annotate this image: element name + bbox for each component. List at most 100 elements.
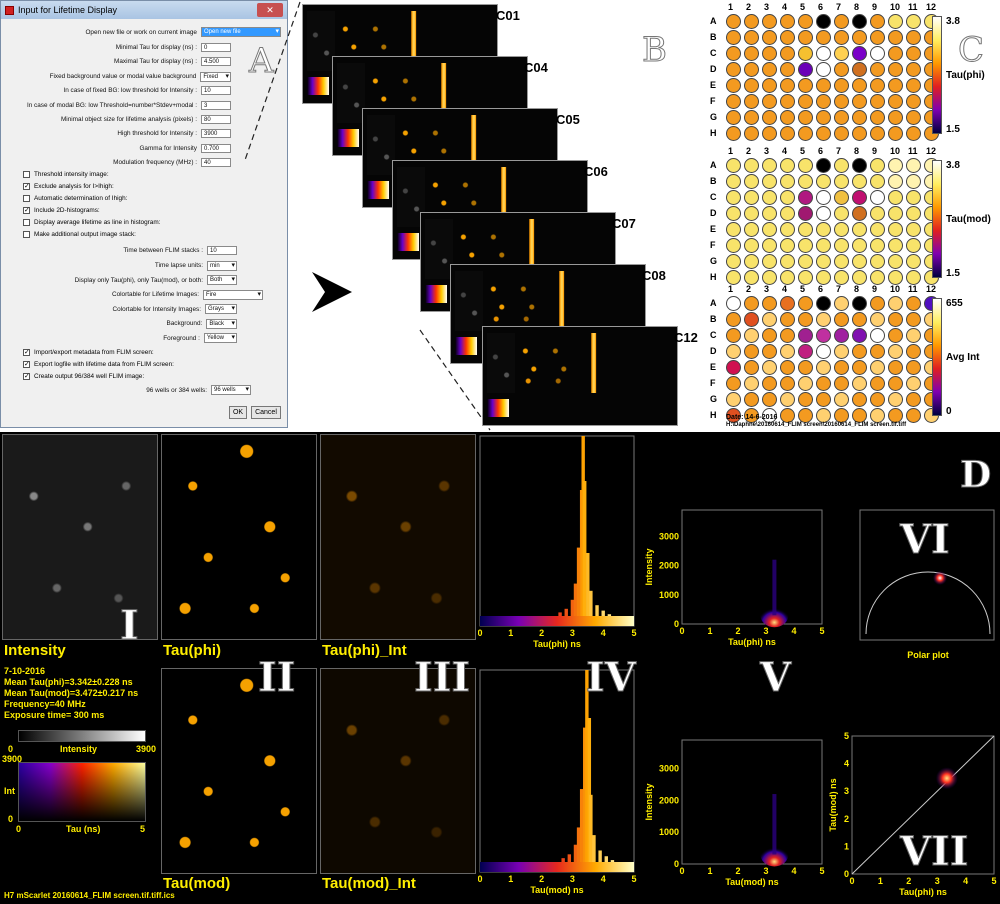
plate-well[interactable] [888,296,903,311]
plate-well[interactable] [726,174,741,189]
plate-well[interactable] [762,190,777,205]
plate-well[interactable] [726,254,741,269]
plate-well[interactable] [798,376,813,391]
plate-well[interactable] [888,254,903,269]
plate-well[interactable] [852,344,867,359]
plate-well[interactable] [816,158,831,173]
plate-well[interactable] [780,344,795,359]
plate-well[interactable] [798,126,813,141]
plate-well[interactable] [888,30,903,45]
plate-well[interactable] [744,46,759,61]
field-input[interactable]: 80 [201,115,231,124]
field-input[interactable]: 0 [201,43,231,52]
plate-well[interactable] [906,408,921,423]
plate-well[interactable] [816,78,831,93]
plate-well[interactable] [870,296,885,311]
plate-well[interactable] [744,254,759,269]
plate-well[interactable] [780,14,795,29]
plate-well[interactable] [834,408,849,423]
plate-well[interactable] [816,344,831,359]
plate-well[interactable] [816,254,831,269]
plate-well[interactable] [870,392,885,407]
plate-well[interactable] [744,328,759,343]
plate-well[interactable] [744,344,759,359]
plate-well[interactable] [852,190,867,205]
plate-well[interactable] [780,296,795,311]
plate-well[interactable] [906,360,921,375]
plate-well[interactable] [798,312,813,327]
plate-well[interactable] [834,392,849,407]
plate-well[interactable] [744,190,759,205]
checkbox-box[interactable]: ✓ [23,373,30,380]
plate-well[interactable] [762,254,777,269]
plate-well[interactable] [906,62,921,77]
plate-well[interactable] [852,78,867,93]
plate-well[interactable] [798,46,813,61]
plate-well[interactable] [834,254,849,269]
plate-well[interactable] [798,408,813,423]
option-checkbox[interactable]: Make additional output image stack: [23,231,136,238]
plate-well[interactable] [870,328,885,343]
plate-well[interactable] [762,392,777,407]
plate-well[interactable] [798,158,813,173]
plate-well[interactable] [762,158,777,173]
plate-well[interactable] [834,94,849,109]
plate-well[interactable] [726,238,741,253]
plate-well[interactable] [726,328,741,343]
plate-well[interactable] [888,14,903,29]
plate-well[interactable] [906,222,921,237]
plate-well[interactable] [744,110,759,125]
plate-well[interactable] [744,158,759,173]
ok-button[interactable]: OK [229,406,247,419]
plate-well[interactable] [816,206,831,221]
plate-well[interactable] [762,126,777,141]
field-select[interactable]: min [207,260,237,271]
plate-well[interactable] [762,14,777,29]
plate-well[interactable] [906,126,921,141]
plate-well[interactable] [906,312,921,327]
plate-well[interactable] [870,78,885,93]
plate-well[interactable] [852,328,867,343]
plate-well[interactable] [852,238,867,253]
plate-well[interactable] [780,376,795,391]
field-input[interactable]: 10 [201,86,231,96]
plate-well[interactable] [888,392,903,407]
plate-well[interactable] [798,344,813,359]
plate-well[interactable] [906,270,921,285]
plate-well[interactable] [870,46,885,61]
plate-well[interactable] [906,206,921,221]
plate-well[interactable] [888,270,903,285]
plate-well[interactable] [834,222,849,237]
plate-well[interactable] [816,312,831,327]
plate-well[interactable] [852,158,867,173]
plate-well[interactable] [762,312,777,327]
plate-well[interactable] [870,238,885,253]
plate-well[interactable] [798,190,813,205]
plate-well[interactable] [852,392,867,407]
field-input[interactable]: 3 [201,100,231,110]
plate-well[interactable] [852,312,867,327]
plate-well[interactable] [762,270,777,285]
plate-well[interactable] [834,190,849,205]
plate-well[interactable] [852,296,867,311]
checkbox-box[interactable] [23,219,30,226]
plate-well[interactable] [888,312,903,327]
plate-well[interactable] [762,94,777,109]
plate-well[interactable] [744,222,759,237]
plate-well[interactable] [834,158,849,173]
plate-well[interactable] [744,360,759,375]
plate-well[interactable] [762,78,777,93]
checkbox-box[interactable] [23,195,30,202]
plate-well[interactable] [906,376,921,391]
plate-well[interactable] [888,408,903,423]
plate-well[interactable] [798,328,813,343]
plate-well[interactable] [870,254,885,269]
plate-well[interactable] [780,360,795,375]
plate-well[interactable] [744,296,759,311]
checkbox-box[interactable]: ✓ [23,361,30,368]
plate-well[interactable] [906,158,921,173]
plate-well[interactable] [906,296,921,311]
plate-well[interactable] [762,62,777,77]
plate-well[interactable] [834,126,849,141]
plate-well[interactable] [852,126,867,141]
